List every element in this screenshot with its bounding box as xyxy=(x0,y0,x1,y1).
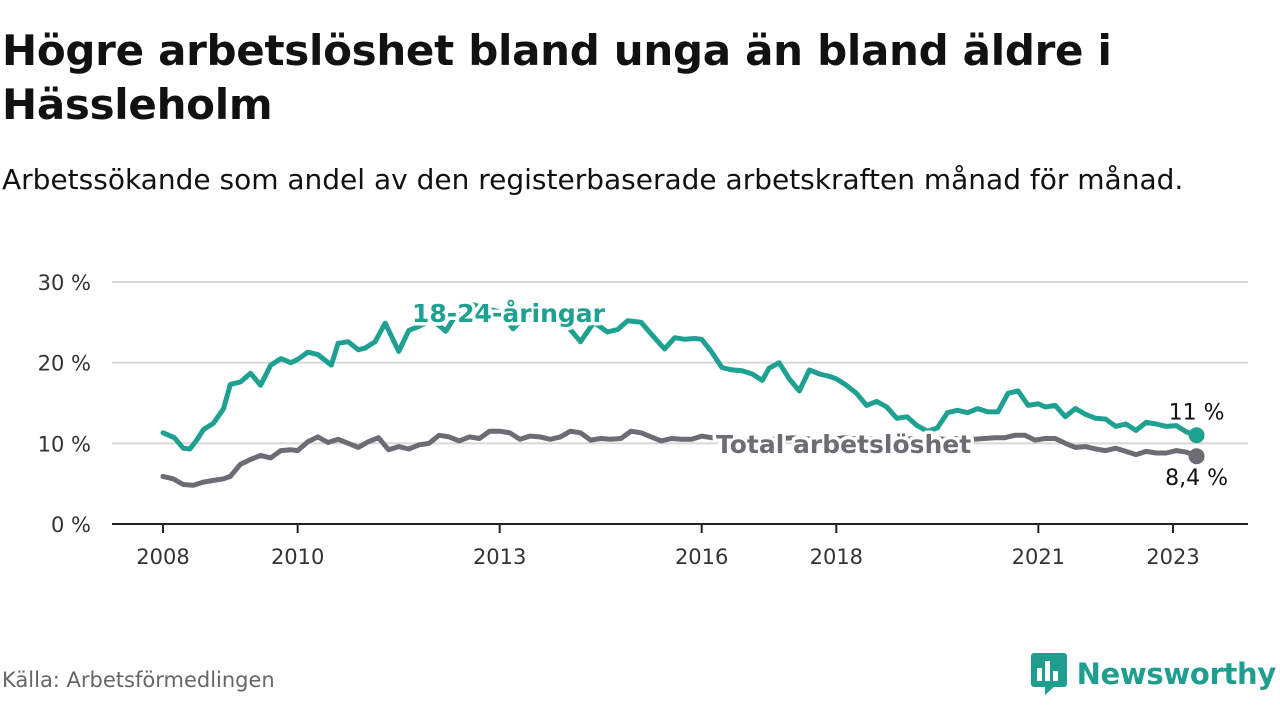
grid-lines xyxy=(112,281,1248,525)
x-tick-label: 2016 xyxy=(675,545,728,569)
x-axis-ticks: 2008 2010 2013 2016 2018 2021 2023 xyxy=(136,524,1200,569)
y-tick-label: 0 % xyxy=(51,513,91,537)
series-line-youth-end-point xyxy=(1188,427,1205,444)
x-tick-label: 2008 xyxy=(136,545,189,569)
series-line-total-end-point xyxy=(1188,448,1205,465)
source-note: Källa: Arbetsförmedlingen xyxy=(2,668,275,692)
series-label-total: Total arbetslöshet xyxy=(716,430,971,459)
series-layer xyxy=(160,302,1205,488)
newsworthy-logo-icon xyxy=(1030,653,1067,695)
chart-title: Högre arbetslöshet bland unga än bland ä… xyxy=(2,26,1112,129)
y-axis-ticks: 0 % 10 % 20 % 30 % xyxy=(38,271,91,537)
end-value-label-total: 8,4 % xyxy=(1165,466,1228,491)
x-tick-label: 2021 xyxy=(1012,545,1065,569)
y-tick-label: 10 % xyxy=(38,432,91,456)
series-line-youth xyxy=(160,302,1200,452)
x-tick-label: 2023 xyxy=(1146,545,1199,569)
chart-subtitle: Arbetssökande som andel av den registerb… xyxy=(2,163,1184,196)
brand-name: Newsworthy xyxy=(1076,657,1277,691)
x-tick-label: 2010 xyxy=(271,545,324,569)
labels-layer: 18-24-åringar Total arbetslöshet 11 % 8,4 % xyxy=(409,296,1229,492)
end-value-label-youth: 11 % xyxy=(1169,400,1225,425)
brand-logo[interactable]: Newsworthy xyxy=(1030,652,1277,696)
y-tick-label: 30 % xyxy=(38,271,91,295)
x-tick-label: 2013 xyxy=(473,545,526,569)
series-label-youth: 18-24-åringar xyxy=(412,299,606,328)
x-tick-label: 2018 xyxy=(810,545,863,569)
series-line-total xyxy=(160,428,1200,488)
y-tick-label: 20 % xyxy=(38,352,91,376)
